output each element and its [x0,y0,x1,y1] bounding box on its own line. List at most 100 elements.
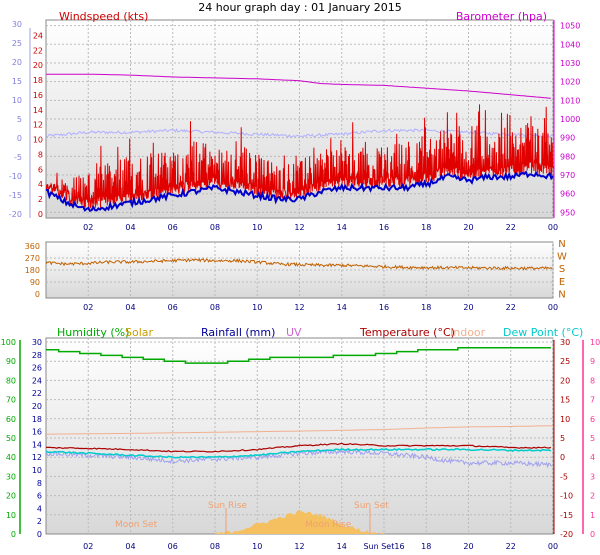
rain-tick-24: 24 [32,376,42,385]
humidity-tick-40: 40 [6,453,16,462]
baro-tick-980: 980 [560,152,575,161]
panel1-axes: -20-15-10-505101520253002468101214161820… [9,20,580,232]
windchill-line [45,448,552,469]
temp-tick--10: -10 [9,172,22,181]
barometer-label: Barometer (hpa) [456,10,547,23]
x-tick-00: 00 [548,303,558,312]
dir-tick-270: 270 [25,254,40,263]
temp-tick-5: 5 [17,115,22,124]
wind-tick-20: 20 [33,61,43,70]
wind-tick-22: 22 [33,46,43,55]
rain-tick-4: 4 [37,504,42,513]
humidity-tick-10: 10 [6,511,16,520]
x-tick-06: 06 [168,303,178,312]
uv-label: UV [286,326,302,339]
x-tick-08: 08 [210,542,220,551]
x-tick-18: 18 [421,223,431,232]
indoor-line [45,425,554,435]
x-tick-08: 08 [210,223,220,232]
baro-tick-970: 970 [560,171,575,180]
rain-tick-12: 12 [32,453,42,462]
x-tick-04: 04 [125,223,135,232]
humidity-tick-70: 70 [6,396,16,405]
temp-tick--20: -20 [9,210,22,219]
humidity-line [46,347,551,364]
rain-tick-14: 14 [32,440,42,449]
dir-tick-180: 180 [25,266,40,275]
temperature-label: Temperature (°C) [359,326,455,339]
humidity-temperature-panel: 0102030405060708090100024681012141618202… [1,326,600,551]
uv-tick-9: 9 [590,357,595,366]
x-tick-22: 22 [506,303,516,312]
temp3-tick--20: -20 [560,530,573,539]
sun-rise-annotation: Sun Rise [208,501,247,511]
temperature-backdrop-line [45,128,554,139]
moon-set-annotation: Moon Set [115,520,158,530]
humidity-tick-30: 30 [6,472,16,481]
windspeed-label: Windspeed (kts) [59,10,148,23]
temp-tick--5: -5 [14,153,22,162]
wind-direction-line [45,257,553,271]
temp-tick-30: 30 [12,20,22,29]
humidity-tick-20: 20 [6,492,16,501]
rainfall-label: Rainfall (mm) [201,326,275,339]
panel2-grid [46,242,554,298]
humidity-label: Humidity (%) [57,326,129,339]
solar-area [215,510,384,534]
temp-tick-0: 0 [17,134,22,143]
temp3-tick-0: 0 [560,453,565,462]
wind-barometer-panel: -20-15-10-505101520253002468101214161820… [9,10,580,232]
wind-tick-10: 10 [33,136,43,145]
wind-tick-8: 8 [38,150,43,159]
x-tick-04: 04 [125,542,135,551]
dewpoint-label: Dew Point (°C) [503,326,583,339]
temp3-tick-25: 25 [560,357,570,366]
x-tick-20: 20 [463,223,473,232]
baro-tick-990: 990 [560,134,575,143]
temp-tick-10: 10 [12,96,22,105]
chart-title: 24 hour graph day : 01 January 2015 [198,1,402,14]
humidity-tick-80: 80 [6,376,16,385]
baro-tick-1050: 1050 [560,22,580,31]
x-tick-04: 04 [125,303,135,312]
x-tick-02: 02 [83,542,93,551]
x-tick-14: 14 [337,303,347,312]
temp-tick-15: 15 [12,77,22,86]
dewpoint-line [45,447,552,459]
x-tick-00: 00 [548,542,558,551]
wind-tick-16: 16 [33,91,43,100]
wind-tick-12: 12 [33,121,43,130]
compass-tick-4: N [558,289,565,300]
humidity-tick-0: 0 [11,530,16,539]
rain-tick-16: 16 [32,428,42,437]
baro-tick-950: 950 [560,208,575,217]
uv-tick-0: 0 [590,530,595,539]
sun-set-annotation: Sun Set [354,501,389,511]
wind-tick-18: 18 [33,76,43,85]
temp3-tick-15: 15 [560,396,570,405]
temp3-tick--10: -10 [560,492,573,501]
humidity-tick-100: 100 [1,338,16,347]
x-tick-06: 06 [168,542,178,551]
temp3-tick--15: -15 [560,511,573,520]
x-tick-14: 14 [337,542,347,551]
x-tick-20: 20 [463,303,473,312]
rain-tick-30: 30 [32,338,42,347]
dir-tick-90: 90 [30,278,40,287]
x-tick-16: 16 [379,303,389,312]
x-tick-12: 12 [294,303,304,312]
wind-tick-14: 14 [33,106,43,115]
uv-tick-8: 8 [590,376,595,385]
dir-tick-0: 0 [35,290,40,299]
wind-average-line [45,170,554,213]
temp-tick-25: 25 [12,39,22,48]
uv-tick-10: 10 [590,338,600,347]
x-tick-18: 18 [421,542,431,551]
rain-tick-0: 0 [37,530,42,539]
rain-tick-22: 22 [32,389,42,398]
baro-tick-1000: 1000 [560,115,580,124]
panel1-series [45,73,554,213]
rain-tick-18: 18 [32,415,42,424]
